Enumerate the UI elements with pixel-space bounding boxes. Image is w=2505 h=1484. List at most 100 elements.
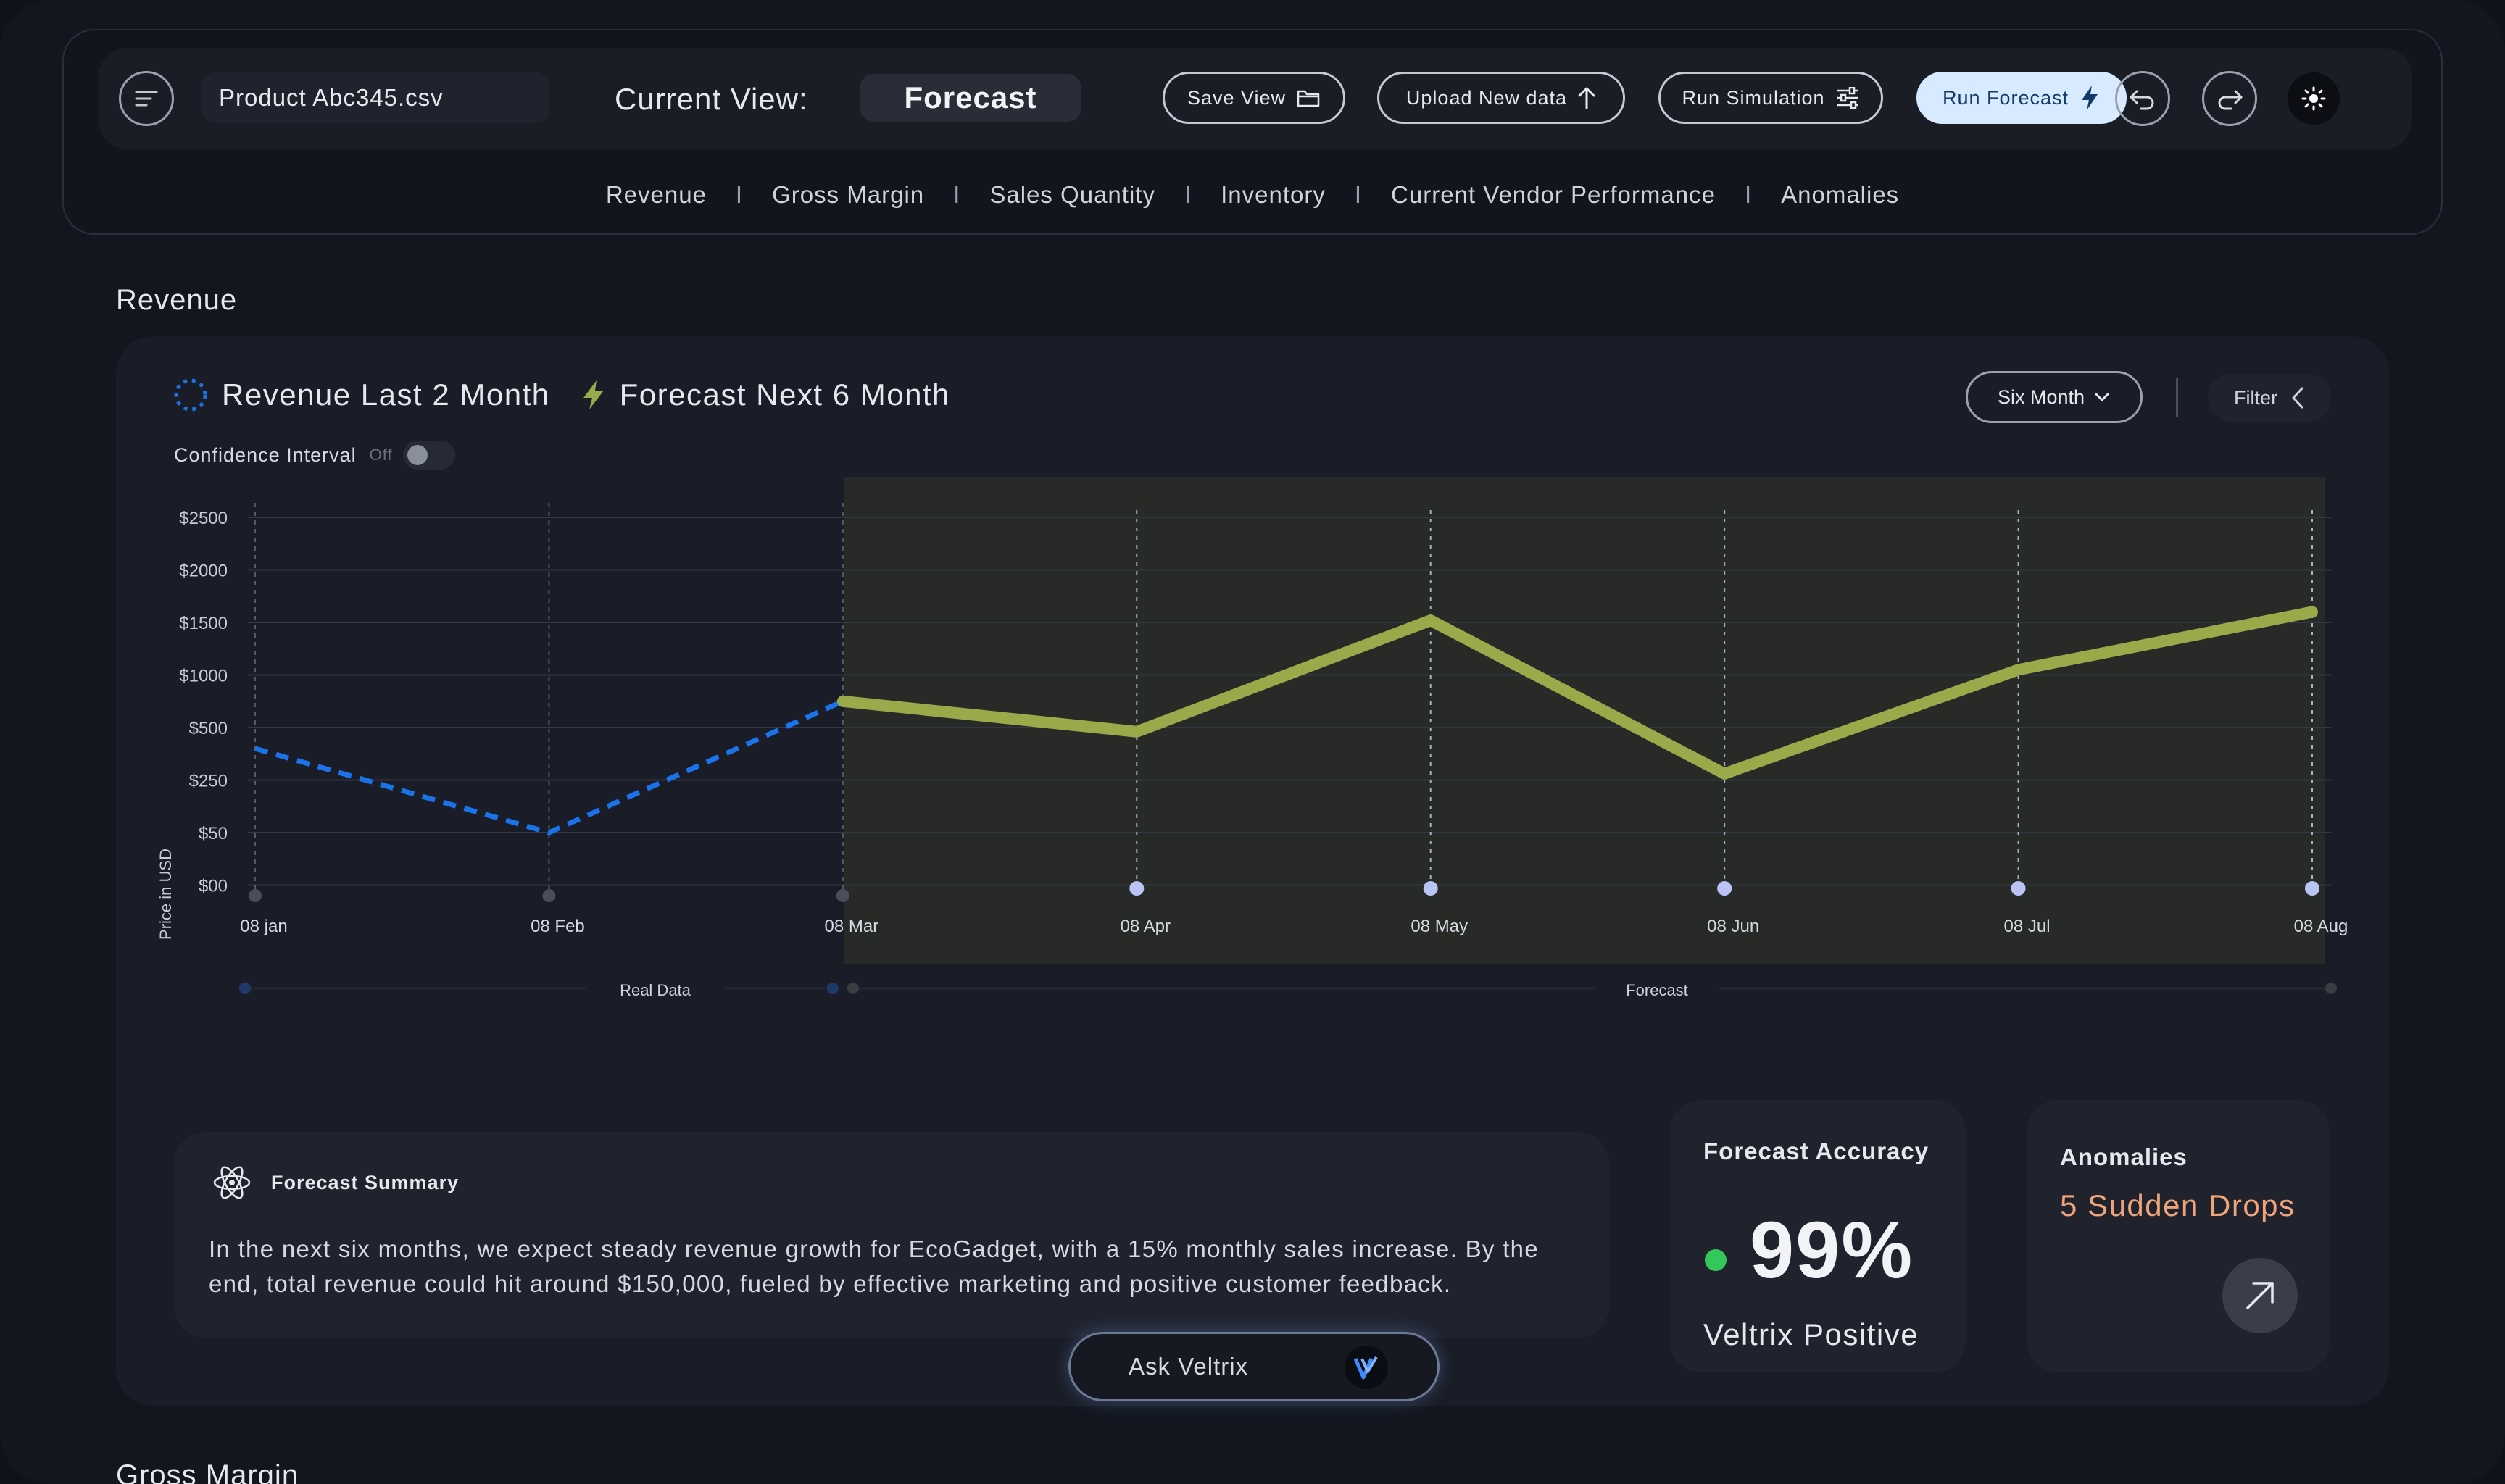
lightning-icon	[2082, 86, 2098, 110]
tab-inventory[interactable]: Inventory	[1221, 181, 1326, 208]
tab-sales-quantity[interactable]: Sales Quantity	[989, 181, 1155, 208]
x-tick-label: 08 Jul	[2004, 917, 2051, 936]
forecast-region-background	[844, 477, 2325, 964]
y-tick-label: $2000	[179, 562, 228, 581]
tab-separator: I	[735, 181, 744, 208]
anomalies-title: Anomalies	[2060, 1143, 2188, 1170]
x-tick-label: 08 Aug	[2294, 917, 2348, 936]
ask-veltrix-label: Ask Veltrix	[1129, 1353, 1249, 1380]
dotted-circle-icon	[174, 378, 207, 412]
forecast-line	[836, 606, 2318, 780]
theme-toggle-button[interactable]	[2288, 72, 2340, 125]
real-range-end	[826, 983, 839, 994]
forecast-range-start	[847, 983, 859, 994]
toolbar: Product Abc345.csv Current View: Forecas…	[99, 48, 2412, 149]
forecast-range-label: Forecast	[1626, 981, 1688, 999]
save-view-button[interactable]: Save View	[1163, 72, 1345, 124]
real-range-label: Real Data	[620, 981, 691, 999]
undo-icon	[2130, 90, 2154, 110]
run-simulation-label: Run Simulation	[1682, 86, 1825, 109]
forecast-accuracy-card: Forecast Accuracy 99% Veltrix Positive	[1670, 1100, 1966, 1372]
y-tick-label: $00	[199, 877, 228, 896]
arrow-up-icon	[1578, 87, 1595, 109]
x-point-marker	[2011, 881, 2026, 896]
tab-separator: I	[1184, 181, 1192, 208]
toggle-knob	[407, 445, 428, 465]
real-data-line	[254, 699, 844, 835]
atom-icon	[213, 1166, 251, 1199]
confidence-interval-control: Confidence Interval Off	[174, 441, 455, 470]
arrow-up-right-icon	[2246, 1282, 2274, 1309]
forecast-summary-card: Forecast Summary In the next six months,…	[174, 1132, 1609, 1338]
section-tabs: Revenue I Gross Margin I Sales Quantity …	[64, 181, 2441, 209]
x-tick-label: 08 May	[1411, 917, 1468, 936]
run-simulation-button[interactable]: Run Simulation	[1658, 72, 1883, 124]
filter-button[interactable]: Filter	[2208, 374, 2331, 422]
undo-button[interactable]	[2115, 71, 2170, 126]
folder-icon	[1297, 90, 1320, 107]
top-toolbar-card: Product Abc345.csv Current View: Forecas…	[62, 29, 2443, 235]
menu-button[interactable]	[119, 71, 174, 126]
current-view-select[interactable]: Forecast	[860, 74, 1081, 122]
ask-veltrix-button[interactable]: Ask Veltrix	[1068, 1332, 1440, 1401]
tab-anomalies[interactable]: Anomalies	[1781, 181, 1900, 208]
revenue-chart: $2500 $2000 $1500 $1000 $500 $250 $50 $00 Price …	[157, 477, 2348, 1000]
y-tick-label: $250	[189, 772, 228, 791]
save-view-label: Save View	[1187, 86, 1287, 109]
y-tick-label: $500	[189, 719, 228, 738]
x-tick-label: 08 Jun	[1707, 917, 1759, 936]
accuracy-title: Forecast Accuracy	[1703, 1138, 1929, 1164]
accuracy-value: 99%	[1750, 1206, 1914, 1295]
upload-data-button[interactable]: Upload New data	[1377, 72, 1625, 124]
forecast-range-end	[2325, 983, 2337, 994]
x-tick-label: 08 Apr	[1121, 917, 1171, 936]
x-tick-label: 08 Feb	[531, 917, 585, 936]
anomalies-open-button[interactable]	[2222, 1258, 2298, 1333]
confidence-interval-toggle[interactable]	[402, 441, 455, 470]
x-tick-label: 08 jan	[240, 917, 287, 936]
tab-gross-margin[interactable]: Gross Margin	[772, 181, 925, 208]
period-select[interactable]: Six Month	[1966, 371, 2143, 423]
anomalies-value: 5 Sudden Drops	[2060, 1188, 2296, 1222]
confidence-interval-state: Off	[369, 446, 393, 464]
tab-vendor-performance[interactable]: Current Vendor Performance	[1391, 181, 1716, 208]
file-name-field[interactable]: Product Abc345.csv	[202, 72, 549, 123]
redo-button[interactable]	[2202, 71, 2257, 126]
chevron-down-icon	[2095, 393, 2109, 401]
run-forecast-label: Run Forecast	[1942, 86, 2069, 109]
real-range-label-bg	[586, 977, 725, 1000]
tab-separator: I	[1744, 181, 1753, 208]
y-tick-label: $1500	[179, 614, 228, 633]
accuracy-status: Veltrix Positive	[1703, 1317, 1919, 1351]
run-forecast-button[interactable]: Run Forecast	[1916, 72, 2127, 124]
filter-label: Filter	[2234, 386, 2277, 409]
gross-margin-section-title: Gross Margin	[116, 1459, 299, 1484]
legend-forecast: Forecast Next 6 Month	[581, 378, 950, 412]
menu-icon	[135, 91, 158, 107]
sun-icon	[2301, 86, 2326, 111]
x-point-marker	[542, 889, 556, 902]
forecast-range-label-bg	[1595, 977, 1719, 1000]
chart-legend: Revenue Last 2 Month Forecast Next 6 Mon…	[173, 377, 981, 413]
current-view-label: Current View:	[615, 82, 808, 116]
x-tick-label: 08 Mar	[825, 917, 879, 936]
redo-icon	[2218, 90, 2243, 110]
upload-data-label: Upload New data	[1405, 86, 1568, 109]
veltrix-logo	[1345, 1346, 1388, 1389]
x-point-marker	[1423, 881, 1438, 896]
summary-text: In the next six months, we expect steady…	[209, 1235, 1539, 1297]
x-point-marker	[249, 889, 262, 902]
chevron-left-icon	[2292, 387, 2303, 409]
legend-real-label: Revenue Last 2 Month	[222, 378, 550, 412]
x-point-marker	[836, 889, 849, 902]
accuracy-status-dot	[1705, 1249, 1727, 1271]
tab-revenue[interactable]: Revenue	[605, 181, 707, 208]
anomalies-card: Anomalies 5 Sudden Drops	[2027, 1100, 2330, 1372]
revenue-section-title: Revenue	[116, 284, 238, 316]
sliders-icon	[1836, 87, 1858, 109]
confidence-interval-label: Confidence Interval	[174, 443, 357, 466]
tab-separator: I	[1354, 181, 1363, 208]
y-axis-title: Price in USD	[157, 849, 175, 940]
veltrix-logo-icon	[1353, 1356, 1378, 1380]
